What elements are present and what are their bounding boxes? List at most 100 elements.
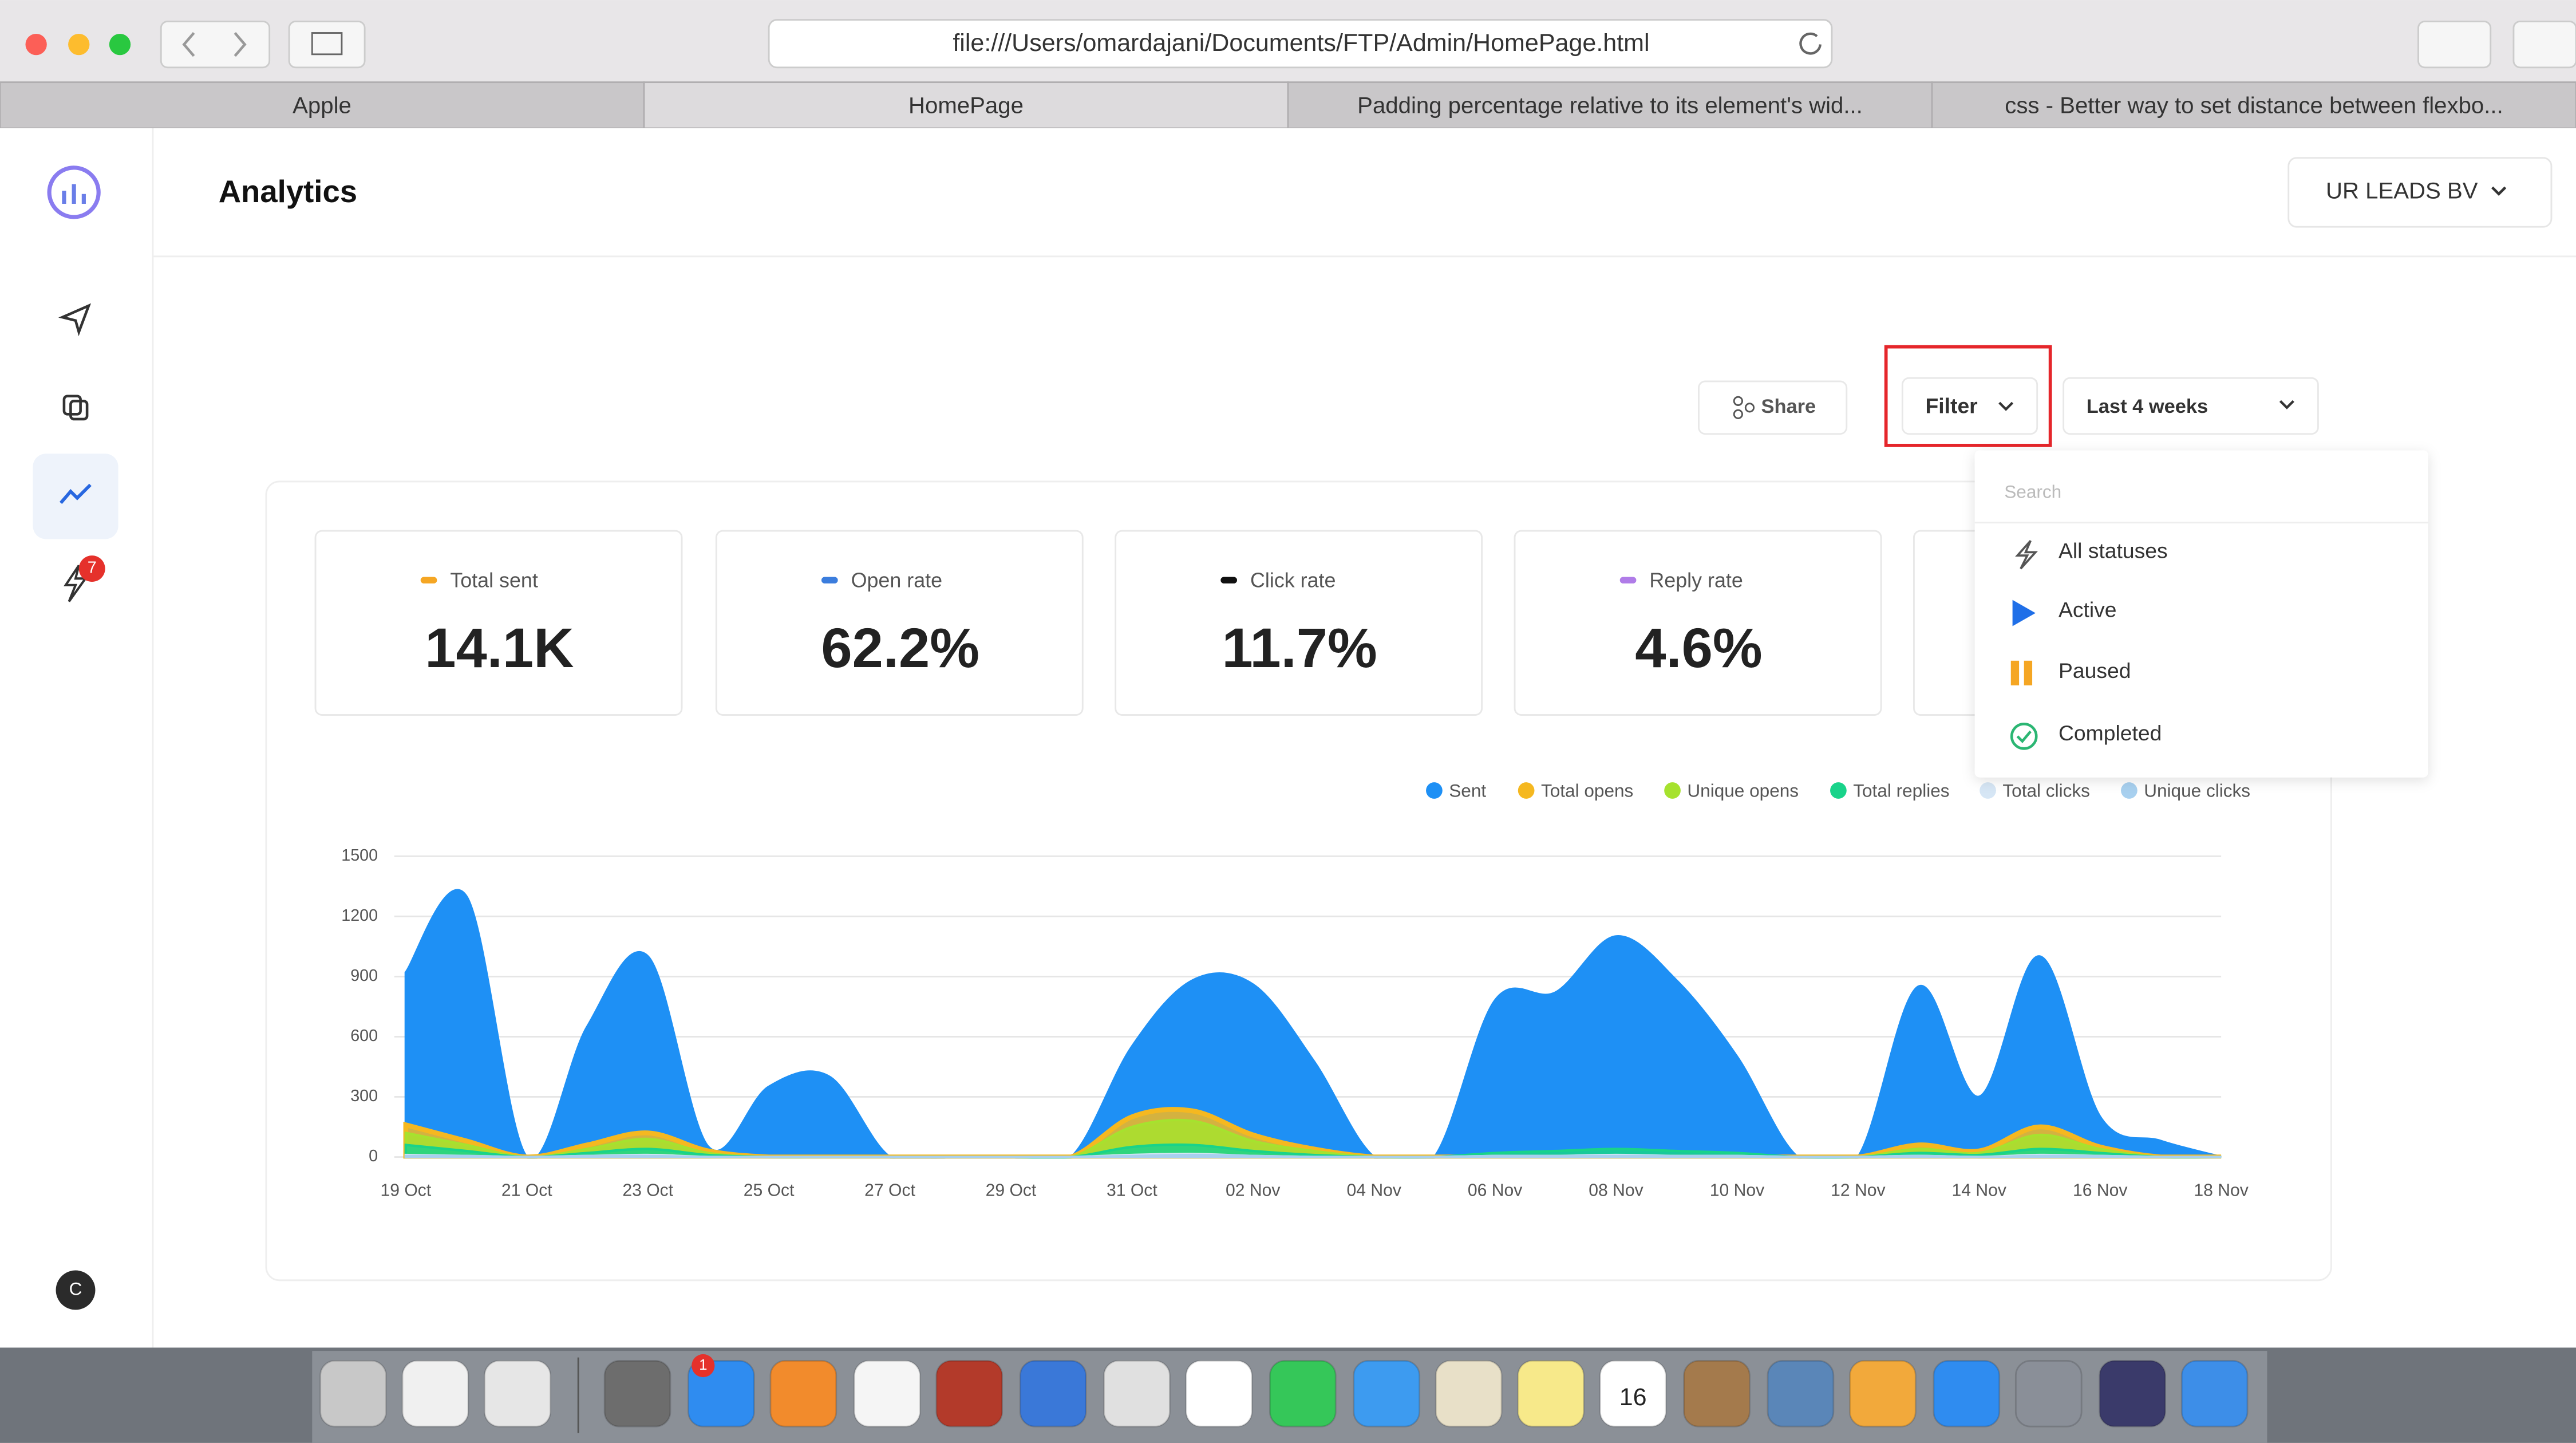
sidebar-button[interactable] [288,20,366,69]
dock-app[interactable] [1517,1359,1585,1428]
x-tick-label: 14 Nov [1952,1181,2006,1200]
dock-app[interactable] [484,1359,551,1428]
tab-title: Padding percentage relative to its eleme… [1357,92,1863,118]
y-tick-label: 1500 [341,846,378,865]
nav-automation[interactable] [64,565,88,602]
x-tick-label: 16 Nov [2073,1181,2127,1200]
tab[interactable] [1931,81,2576,129]
search-field[interactable]: Search [2004,481,2061,502]
stat-card [314,530,683,716]
status-option[interactable]: Completed [2059,721,2162,745]
x-tick-label: 21 Oct [501,1181,552,1200]
stat-label: Total sent [450,569,538,592]
avatar[interactable] [56,1270,96,1310]
icon-paused [2024,660,2033,685]
dock-app[interactable] [1019,1359,1087,1428]
zoom-button[interactable] [109,33,131,56]
y-tick-label: 0 [369,1147,378,1165]
icon-check [2016,730,2032,743]
dock-badge-count: 1 [699,1357,707,1373]
x-tick-label: 08 Nov [1589,1181,1643,1200]
status-option[interactable]: Active [2059,598,2117,622]
dock-app[interactable] [2014,1359,2083,1428]
dock-badge [692,1354,715,1378]
dock-app[interactable] [2180,1359,2249,1428]
x-tick-label: 27 Oct [864,1181,915,1200]
share-icon [1744,403,1755,413]
logo[interactable] [47,165,101,219]
dock-app[interactable] [1767,1359,1835,1428]
x-tick-label: 12 Nov [1831,1181,1885,1200]
icon-all [2015,540,2038,570]
icon-paused [2010,660,2020,685]
share-button[interactable] [2417,20,2492,69]
dock-app[interactable] [1933,1359,2001,1428]
stat-card [715,530,1084,716]
share-icon [1733,396,1743,406]
legend-label[interactable]: Unique opens [1687,780,1799,801]
dock-app[interactable] [603,1359,671,1428]
legend-label[interactable]: Total replies [1853,780,1949,801]
dock-app[interactable] [1849,1359,1917,1428]
range-select[interactable] [2063,377,2319,435]
legend-swatch[interactable] [1518,782,1535,799]
stat-swatch [1220,577,1238,583]
icon-completed [2010,723,2038,750]
nav-templates[interactable] [62,395,82,416]
dock-app[interactable] [2099,1359,2166,1428]
legend-label[interactable]: Total opens [1541,780,1633,801]
reload-icon[interactable] [1799,32,1822,55]
nav-analytics[interactable] [60,483,92,504]
dock-app[interactable] [319,1359,387,1428]
close-button[interactable] [25,33,47,56]
status-option[interactable]: Paused [2059,659,2131,683]
nav-send[interactable] [58,303,92,337]
dock-app[interactable] [853,1359,921,1428]
stat-value: 4.6% [1635,617,1762,679]
filter-button[interactable] [1901,377,2038,435]
tabs-button[interactable] [2512,20,2576,69]
legend-label[interactable]: Total clicks [2002,780,2090,801]
stat-label: Click rate [1250,569,1336,592]
stat-swatch [420,577,437,583]
nav-buttons[interactable] [160,20,271,69]
legend-swatch[interactable] [1664,782,1681,799]
legend-label[interactable]: Sent [1449,780,1486,801]
sidebar-icon [311,32,343,56]
filter-label: Filter [1926,394,1978,418]
legend-swatch[interactable] [1426,782,1443,799]
tab-title: css - Better way to set distance between… [2005,92,2503,118]
legend-swatch[interactable] [1980,782,1996,799]
legend-swatch[interactable] [2121,782,2138,799]
status-option[interactable]: All statuses [2059,538,2168,562]
dock-app[interactable] [1353,1359,1421,1428]
stat-card [1115,530,1483,716]
minimize-button[interactable] [68,33,90,56]
url-field[interactable] [768,19,1833,69]
legend-swatch[interactable] [1830,782,1847,799]
dock-app[interactable] [401,1359,469,1428]
tab[interactable] [1287,81,1933,129]
dock-app[interactable] [1683,1359,1751,1428]
dock-app[interactable] [1599,1359,1667,1428]
stat-value: 62.2% [821,617,979,679]
avatar-initial: C [69,1278,82,1299]
dock-app[interactable] [769,1359,837,1428]
dock-app[interactable] [935,1359,1003,1428]
chevron [2491,186,2507,196]
chevron [2279,400,2294,409]
dock-app[interactable] [1435,1359,1503,1428]
account-button[interactable] [2287,157,2553,228]
dock-app[interactable] [1185,1359,1253,1428]
legend-label[interactable]: Unique clicks [2144,780,2250,801]
y-tick-label: 1200 [341,906,378,925]
dock-app[interactable] [1269,1359,1337,1428]
nav-templates-back [69,400,89,421]
dock-app[interactable] [1103,1359,1171,1428]
dock-app[interactable] [688,1359,755,1428]
filter-dropdown [1974,450,2428,778]
x-tick-label: 23 Oct [622,1181,673,1200]
share-button[interactable] [1698,380,1848,435]
url: file:///Users/omardajani/Documents/FTP/A… [953,29,1649,57]
